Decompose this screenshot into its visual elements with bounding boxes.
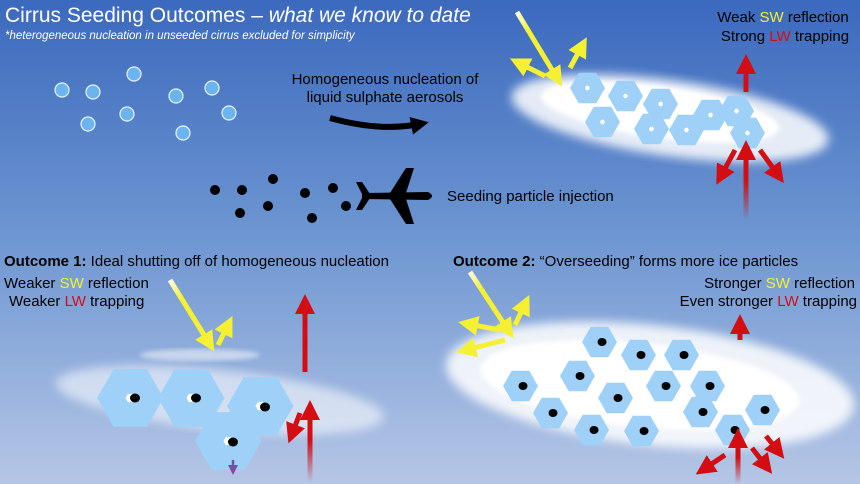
outcome2-sw-label: Stronger SW reflection — [704, 275, 855, 292]
seeding-particles — [210, 174, 351, 223]
ice-crystal — [578, 79, 598, 96]
droplet — [119, 106, 135, 122]
seeding-particle-core — [589, 426, 599, 434]
cirrus-cloud-outcome2 — [446, 321, 854, 449]
ice-crystal — [593, 113, 613, 130]
droplet — [204, 80, 220, 96]
droplet — [126, 66, 142, 82]
outcome2-lw-label: Even stronger LW trapping — [680, 293, 857, 310]
seeding-particle-core — [575, 372, 585, 380]
sw-arrows-outcome1 — [167, 278, 233, 352]
seeding-particle-core — [636, 351, 646, 359]
droplet — [80, 116, 96, 132]
seeding-particle-core — [730, 426, 740, 434]
lw-arrows-outcome1 — [286, 294, 320, 482]
droplet — [85, 84, 101, 100]
seeding-particle-core — [705, 382, 715, 390]
seeding-particle-core — [548, 409, 558, 417]
ice-crystal — [616, 87, 636, 104]
droplet — [54, 82, 70, 98]
liquid-aerosol-droplets — [54, 66, 237, 141]
seeding-particle-core — [760, 406, 770, 414]
outcome1-sw-label: Weaker SW reflection — [4, 275, 149, 292]
cirrus-cloud-unseeded — [511, 58, 829, 162]
outcome2-heading: Outcome 2: “Overseeding” forms more ice … — [453, 253, 798, 270]
seeding-particle-core — [613, 394, 623, 402]
ice-crystal — [727, 102, 747, 119]
homogeneous-label-line1: Homogeneous nucleation of — [292, 71, 480, 88]
page-title: Cirrus Seeding Outcomes – what we know t… — [5, 4, 471, 27]
curved-arrow-icon — [329, 115, 429, 135]
top-sw-label: Weak SW reflection — [717, 9, 848, 26]
ice-crystal — [651, 95, 671, 112]
airplane-icon — [356, 168, 432, 224]
seeding-particle-core — [698, 408, 708, 416]
ice-crystal — [677, 121, 697, 138]
sw-arrows-outcome2 — [456, 270, 530, 358]
ice-crystal — [701, 106, 721, 123]
outcome1-lw-label: Weaker LW trapping — [9, 293, 144, 310]
ice-crystal — [642, 120, 662, 137]
droplet — [175, 125, 191, 141]
sw-arrows-top — [510, 10, 587, 87]
seeding-particle-core — [679, 351, 689, 359]
outcome1-heading: Outcome 1: Ideal shutting off of homogen… — [4, 253, 389, 270]
top-lw-label: Strong LW trapping — [721, 28, 849, 45]
seeding-particle-core — [518, 382, 528, 390]
seeding-label: Seeding particle injection — [447, 188, 614, 205]
lw-arrows-top — [716, 54, 784, 220]
droplet — [221, 105, 237, 121]
ice-crystal — [738, 124, 758, 141]
seeding-particle-core — [661, 382, 671, 390]
homogeneous-label-line2: liquid sulphate aerosols — [307, 89, 464, 106]
seeding-particle-core — [597, 338, 607, 346]
droplet — [168, 88, 184, 104]
subtitle: *heterogeneous nucleation in unseeded ci… — [5, 30, 356, 42]
seeding-particle-core — [639, 427, 649, 435]
lw-arrows-outcome2 — [695, 314, 785, 484]
